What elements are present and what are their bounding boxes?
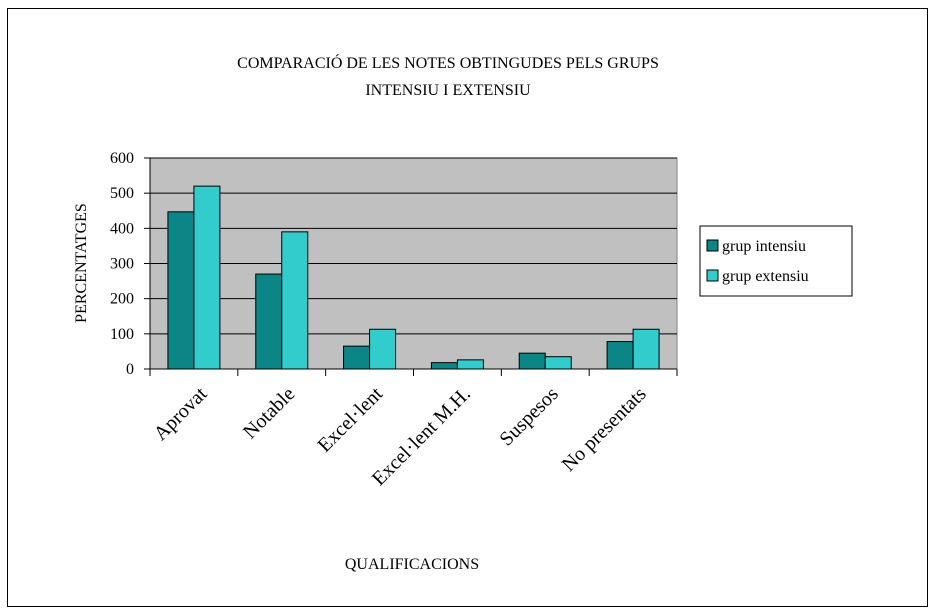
bar — [167, 211, 195, 370]
bar — [456, 359, 484, 370]
y-tick-label: 0 — [126, 361, 134, 378]
bar — [193, 185, 221, 370]
bar — [281, 231, 309, 370]
chart-title: COMPARACIÓ DE LES NOTES OBTINGUDES PELS … — [237, 53, 659, 72]
y-tick-label: 600 — [110, 150, 134, 167]
bar — [518, 352, 546, 370]
y-tick-label: 500 — [110, 185, 134, 202]
x-axis-title: QUALIFICACIONS — [345, 556, 479, 573]
bar — [632, 328, 660, 370]
y-tick-label: 400 — [110, 220, 134, 237]
y-tick-label: 300 — [110, 256, 134, 273]
bar — [544, 356, 572, 370]
bar — [255, 273, 283, 370]
y-axis-title: PERCENTATGES — [73, 203, 90, 323]
y-tick-label: 100 — [110, 326, 134, 343]
bar — [343, 345, 371, 370]
legend-swatch — [706, 239, 719, 252]
bar — [430, 362, 458, 370]
chart-title: INTENSIU I EXTENSIU — [365, 82, 531, 99]
bar — [369, 328, 397, 370]
legend-label: grup extensiu — [722, 268, 809, 285]
legend-label: grup intensiu — [722, 238, 806, 255]
legend — [699, 225, 853, 297]
bar — [606, 341, 634, 370]
legend-swatch — [706, 269, 719, 282]
y-tick-label: 200 — [110, 291, 134, 308]
